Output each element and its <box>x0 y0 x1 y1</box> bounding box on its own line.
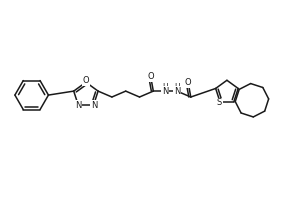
Text: O: O <box>184 78 191 87</box>
Text: N: N <box>174 87 180 96</box>
Text: S: S <box>217 98 222 107</box>
Text: N: N <box>75 101 81 110</box>
Text: H: H <box>162 83 168 92</box>
Text: O: O <box>147 72 154 81</box>
Text: N: N <box>162 87 168 96</box>
Text: N: N <box>91 101 97 110</box>
Text: H: H <box>174 83 180 92</box>
Text: O: O <box>82 76 89 85</box>
